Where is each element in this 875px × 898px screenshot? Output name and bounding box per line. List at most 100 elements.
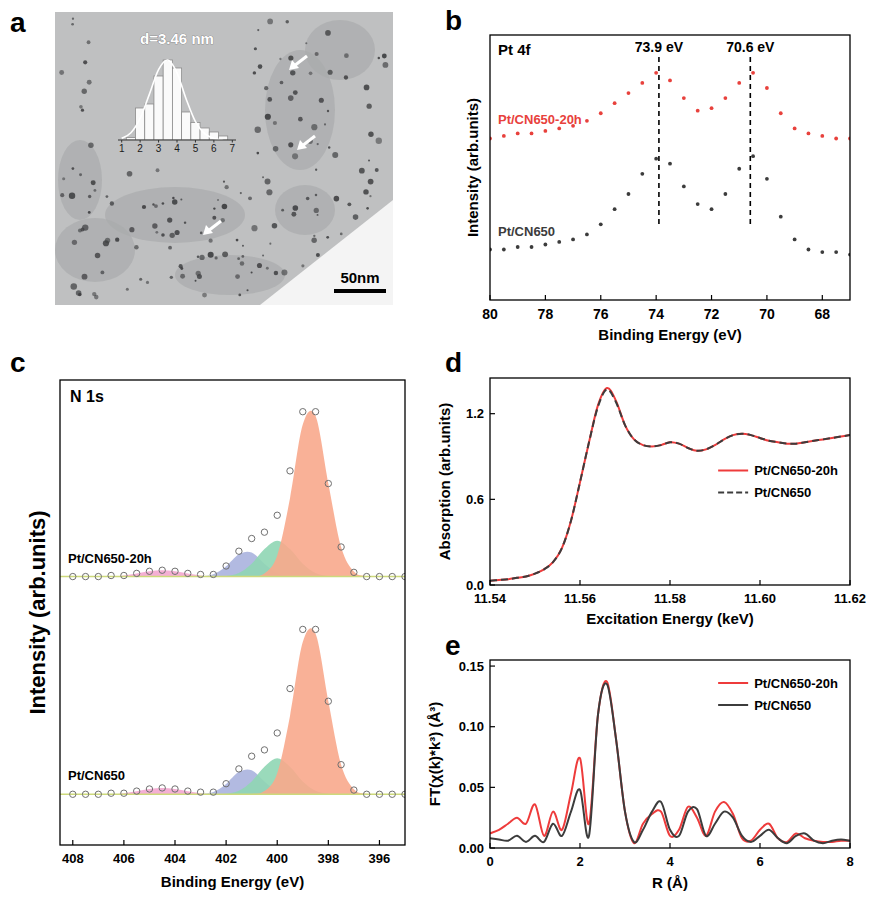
x-tick [600, 295, 601, 300]
particle [291, 212, 296, 217]
x-tick-label: 6 [756, 854, 763, 869]
particle [76, 290, 82, 296]
x-tick-label: 402 [215, 851, 237, 866]
data-point [121, 572, 127, 578]
x-tick [711, 295, 712, 300]
x-tick-label: 404 [164, 851, 186, 866]
particle [273, 121, 277, 125]
data-point [820, 250, 824, 254]
particle [293, 205, 299, 211]
particle [59, 70, 64, 75]
particle [175, 230, 180, 235]
particle [167, 217, 172, 222]
particle [184, 221, 186, 223]
x-tick-label: 72 [704, 306, 720, 322]
x-tick-label: 11.60 [744, 591, 776, 606]
particle [369, 195, 371, 197]
data-point [737, 167, 741, 171]
data-point [682, 185, 686, 189]
data-point [640, 172, 644, 176]
particle [156, 168, 160, 172]
particle [161, 233, 165, 237]
data-point [325, 698, 331, 704]
particle [105, 238, 110, 243]
data-point [312, 626, 318, 632]
data-point [543, 129, 547, 133]
legend-swatch [718, 704, 748, 706]
histogram-bar [145, 104, 154, 140]
data-point [389, 573, 395, 579]
data-point [627, 91, 631, 95]
data-point [363, 573, 369, 579]
data-point [793, 126, 797, 130]
particle [115, 237, 119, 241]
particle [332, 152, 338, 158]
x-tick [277, 840, 278, 845]
particle [363, 189, 368, 194]
particle [262, 254, 264, 256]
particle [213, 207, 215, 209]
particle [242, 245, 244, 247]
particle [298, 117, 303, 122]
particle [126, 288, 129, 291]
particle [91, 180, 96, 185]
x-tick-label: 2 [137, 143, 143, 154]
y-tick-label: 1.2 [466, 406, 484, 421]
data-point [765, 177, 769, 181]
particle [241, 255, 244, 258]
particle [106, 195, 109, 198]
data-point [133, 570, 139, 576]
data-point [779, 215, 783, 219]
plot-area [490, 681, 850, 843]
x-tick [656, 295, 657, 300]
particle [340, 233, 343, 236]
particle [292, 153, 298, 159]
data-point [338, 544, 344, 550]
legend-label: Pt/CN650 [754, 485, 811, 500]
y-tick-label: 0.10 [459, 719, 484, 734]
plot-area [490, 388, 850, 581]
panel-letter: d [445, 347, 462, 378]
x-tick [489, 295, 490, 300]
particle [87, 80, 92, 85]
arrow-shaft [302, 136, 315, 146]
particle [88, 211, 91, 214]
particle [273, 146, 279, 152]
fit-curve [122, 60, 223, 140]
particle [236, 239, 239, 242]
particle [257, 263, 262, 268]
legend-swatch [718, 470, 748, 472]
support-region [305, 20, 375, 80]
particle [309, 72, 313, 76]
x-tick-label: 0 [486, 854, 493, 869]
histogram-bar [172, 68, 181, 140]
particle [168, 246, 172, 250]
particle [79, 173, 82, 176]
particle [366, 207, 369, 210]
data-point [172, 568, 178, 574]
particle [317, 143, 319, 145]
particle [240, 192, 242, 194]
data-point [197, 789, 203, 795]
x-tick [72, 840, 73, 845]
y-tick [490, 499, 495, 500]
x-tick-label: 400 [266, 851, 288, 866]
particle [285, 20, 289, 24]
vacuum-region [260, 200, 393, 305]
data-point [779, 111, 783, 115]
legend-label: Pt/CN650 [754, 698, 811, 713]
data-point [236, 548, 242, 554]
particle [314, 208, 319, 213]
particle [81, 109, 84, 112]
data-point [502, 134, 506, 138]
data-point [146, 786, 152, 792]
x-tick-label: 11.54 [474, 591, 507, 606]
x-axis-title: Excitation Energy (keV) [586, 610, 754, 627]
particle [195, 280, 197, 282]
particle [71, 23, 74, 26]
data-point [723, 192, 727, 196]
series-label: Pt/CN650-20h [68, 551, 152, 566]
particle [208, 252, 214, 258]
particle [375, 168, 379, 172]
particle [254, 47, 257, 50]
